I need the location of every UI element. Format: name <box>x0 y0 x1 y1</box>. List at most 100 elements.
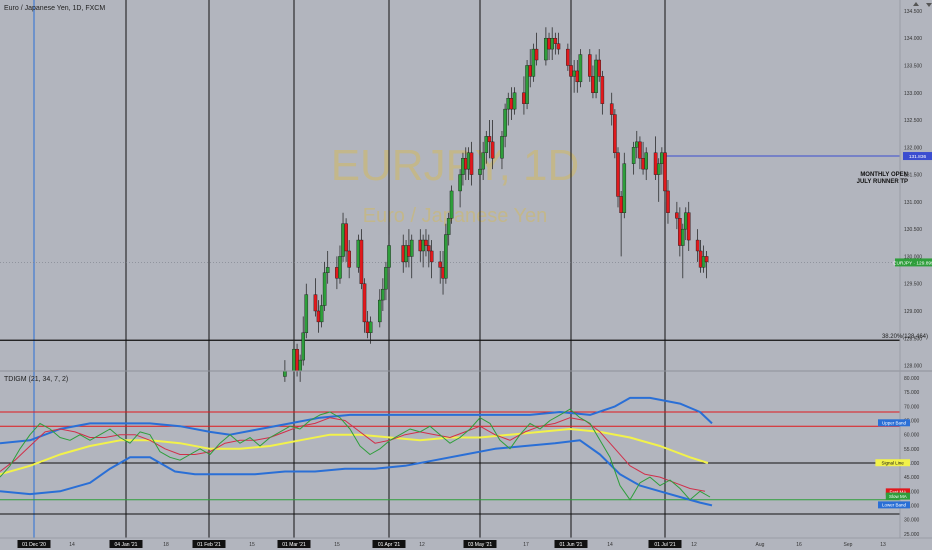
candle-body <box>384 267 388 290</box>
candle-body <box>528 65 533 77</box>
candle-body <box>347 250 351 268</box>
oscillator-tick-label: 65.000 <box>904 419 920 425</box>
oscillator-axis[interactable]: 80.000 75.000 70.000 65.000 60.000 55.000 50.0… <box>904 376 920 538</box>
price-tick-label: 128.500 <box>904 336 922 342</box>
candle-body <box>341 223 345 257</box>
candlestick-series <box>283 27 709 382</box>
oscillator-series-upper-band <box>0 396 713 445</box>
watermark-ticker: EURJPY, 1D <box>331 141 580 190</box>
oscillator-tick-label: 75.000 <box>904 390 920 396</box>
candle-body <box>429 250 434 263</box>
candle-body <box>512 92 517 110</box>
oscillator-tick-label: 40.000 <box>904 489 920 495</box>
oscillator-tick-label: 55.000 <box>904 447 920 453</box>
candle-body <box>322 272 327 306</box>
time-axis-highlight-bg <box>463 540 497 548</box>
oscillator-value-label: Signal Line <box>882 461 905 466</box>
time-axis-label: Aug <box>756 542 765 548</box>
oscillator-tick-label: 50.000 <box>904 461 920 467</box>
price-tick-label: 132.500 <box>904 118 922 124</box>
candle-body <box>292 348 296 372</box>
candle-body <box>438 261 442 268</box>
time-axis-label: 12 <box>419 542 425 548</box>
last-price-label: EURJPY · 129.899 <box>893 260 932 266</box>
candle-body <box>381 288 385 301</box>
candle-body <box>635 141 639 148</box>
candle-body <box>319 305 324 323</box>
time-axis-highlight-bg <box>17 540 51 548</box>
time-axis-highlight-bg <box>192 540 226 548</box>
time-axis-highlight-bg <box>554 540 588 548</box>
candle-body <box>569 65 573 77</box>
candle-body <box>525 65 529 104</box>
candle-body <box>644 152 648 170</box>
price-tick-label: 134.000 <box>904 36 922 42</box>
monthly-open-label: 131.836 <box>909 154 927 160</box>
candle-body <box>444 234 448 279</box>
candle-body <box>591 76 595 93</box>
candle-body <box>301 332 305 361</box>
time-axis-label: Sep <box>844 542 853 548</box>
time-axis-label: 14 <box>607 542 613 548</box>
candle-body <box>550 37 554 50</box>
oscillator-title[interactable]: TDIGM (21, 34, 7, 2) <box>4 376 68 383</box>
time-axis-label: 01 Jul '21 <box>654 542 675 548</box>
candle-body <box>283 370 287 377</box>
oscillator-tick-label: 80.000 <box>904 376 920 382</box>
candle-body <box>641 158 645 170</box>
candle-body <box>698 250 703 268</box>
price-tick-label: 129.500 <box>904 282 922 288</box>
time-axis-highlight-bg <box>109 540 143 548</box>
price-tick-label: 133.500 <box>904 63 922 69</box>
oscillator-tick-label: 25.000 <box>904 532 920 538</box>
price-tick-label: 130.000 <box>904 254 922 260</box>
candle-body <box>509 98 514 110</box>
candle-body <box>681 228 685 246</box>
candle-body <box>588 54 592 77</box>
candle-body <box>701 256 706 268</box>
price-tick-label: 129.000 <box>904 309 922 315</box>
candle-body <box>295 348 299 372</box>
time-axis-label: 12 <box>691 542 697 548</box>
time-axis-label: 15 <box>249 542 255 548</box>
time-axis[interactable]: 01 Dec '20 14 04 Jan '21 18 01 Feb '21 15 01 M… <box>0 537 932 550</box>
candle-body <box>704 256 709 263</box>
candle-body <box>656 163 661 175</box>
candle-body <box>578 54 583 83</box>
monthly-open-text: MONTHLY OPEN <box>860 172 908 178</box>
last-price-label-bg <box>895 258 932 267</box>
time-axis-label: 17 <box>523 542 529 548</box>
oscillator-value-label: Lower Band <box>882 503 907 508</box>
candle-body <box>638 141 642 159</box>
symbol-title[interactable]: Euro / Japanese Yen, 1D, FXCM <box>4 5 105 12</box>
candle-body <box>325 267 330 273</box>
oscillator-tick-label: 30.000 <box>904 518 920 524</box>
price-axis[interactable]: 134.500 134.000 133.500 133.000 132.500 132.0… <box>904 9 922 370</box>
candle-body <box>575 70 580 83</box>
candle-body <box>427 245 431 252</box>
candle-body <box>534 48 539 61</box>
candle-body <box>683 212 688 230</box>
candle-body <box>678 218 682 246</box>
candle-body <box>359 239 364 284</box>
candle-body <box>686 212 691 241</box>
time-axis-label: 01 Mar '21 <box>282 542 306 548</box>
candle-body <box>666 190 670 213</box>
fib-level-text: 38.20%(128.464) <box>882 334 928 340</box>
oscillator-series <box>0 396 713 507</box>
oscillator-value-label-bg <box>875 459 910 467</box>
candle-body <box>675 212 679 219</box>
oscillator-value-label-bg <box>878 501 910 509</box>
runner-tp-text: JULY RUNNER TP <box>857 179 908 185</box>
candle-body <box>362 283 367 323</box>
candle-body <box>313 294 318 312</box>
candle-body <box>356 239 361 268</box>
candle-body <box>487 136 492 143</box>
price-tick-label: 131.500 <box>904 173 922 179</box>
candle-body <box>316 310 321 323</box>
down-arrow-icon[interactable] <box>926 3 932 7</box>
up-arrow-icon[interactable] <box>913 2 919 6</box>
candle-body <box>556 43 561 50</box>
